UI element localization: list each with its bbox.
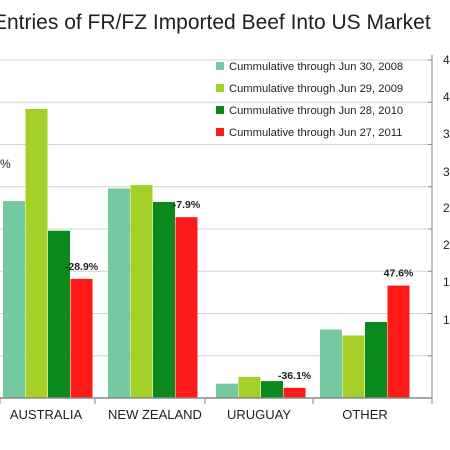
y-tick-label-left-partial: % [0, 157, 11, 171]
bar-australia-series-3 [48, 230, 70, 398]
data-label-pct-change: -7.9% [173, 199, 201, 211]
legend-swatch [216, 62, 224, 70]
bar-other-series-4 [387, 285, 410, 398]
bar-other-series-3 [365, 321, 387, 398]
data-label-pct-change: -28.9% [65, 261, 99, 273]
legend-swatch [216, 106, 224, 114]
x-tick-label: AUSTRALIA [10, 407, 83, 422]
legend-label: Cummulative through Jun 29, 2009 [229, 83, 403, 95]
data-labels: -28.9% -7.9% -36.1% 47.6% [65, 199, 414, 382]
bar-new-zealand-series-1 [108, 188, 130, 398]
y-tick-label-right: 1 [443, 313, 450, 327]
bar-australia-series-4 [70, 278, 93, 398]
bar-new-zealand-series-4 [175, 217, 198, 398]
bar-other-series-2 [342, 335, 365, 398]
bars [3, 109, 410, 398]
x-tick-label: OTHER [342, 407, 388, 422]
legend-swatch [216, 128, 224, 136]
bar-uruguay-series-1 [216, 383, 238, 398]
chart-title: Entries of FR/FZ Imported Beef Into US M… [0, 11, 431, 34]
y-tick-label-right: 1 [443, 275, 450, 289]
bar-new-zealand-series-3 [153, 201, 175, 398]
bar-uruguay-series-4 [283, 387, 306, 398]
legend: Cummulative through Jun 30, 2008 Cummulat… [216, 61, 403, 139]
y-tick-label-right: 2 [443, 238, 450, 252]
y-tick-label-right: 3 [443, 165, 450, 179]
bar-uruguay-series-3 [261, 381, 283, 398]
x-tick-label: NEW ZEALAND [108, 407, 202, 422]
bar-australia-series-2 [25, 109, 48, 398]
x-tick-label: URUGUAY [227, 407, 291, 422]
y-tick-label-right: 4 [443, 90, 450, 104]
y-tick-label-right: 4 [443, 53, 450, 67]
y-tick-label-right: 2 [443, 201, 450, 215]
data-label-pct-change: -36.1% [278, 370, 312, 382]
data-label-pct-change: 47.6% [384, 268, 414, 280]
legend-label: Cummulative through Jun 30, 2008 [229, 61, 403, 73]
legend-label: Cummulative through Jun 28, 2010 [229, 105, 403, 117]
bar-new-zealand-series-2 [130, 185, 153, 398]
legend-label: Cummulative through Jun 27, 2011 [229, 127, 402, 139]
bar-other-series-1 [320, 329, 342, 398]
bar-australia-series-1 [3, 201, 25, 398]
y-tick-label-right: 3 [443, 127, 450, 141]
legend-swatch [216, 84, 224, 92]
axes [0, 55, 433, 404]
bar-uruguay-series-2 [238, 376, 261, 398]
axis-labels: AUSTRALIA NEW ZEALAND URUGUAY OTHER 4 4 3 3 2 2 1 1… [0, 53, 450, 422]
